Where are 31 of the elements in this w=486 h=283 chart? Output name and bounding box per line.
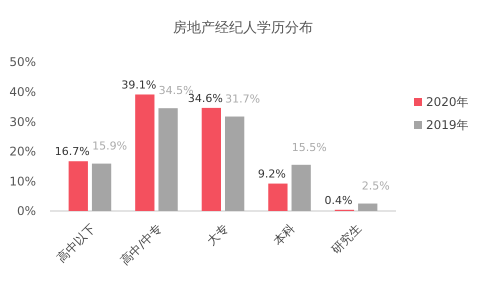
bar bbox=[358, 204, 378, 211]
chart-title: 房地产经纪人学历分布 bbox=[173, 20, 313, 36]
data-label: 39.1% bbox=[121, 78, 156, 92]
bar bbox=[268, 184, 288, 211]
bar bbox=[68, 161, 88, 211]
y-tick-label: 50% bbox=[9, 55, 36, 70]
legend-label: 2019年 bbox=[426, 118, 469, 132]
data-label: 15.5% bbox=[292, 140, 327, 154]
y-tick-label: 10% bbox=[9, 174, 36, 188]
x-tick-label: 大专 bbox=[204, 221, 232, 248]
y-tick-label: 30% bbox=[9, 114, 36, 129]
data-label: 0.4% bbox=[324, 194, 352, 207]
x-tick-label: 本科 bbox=[270, 221, 298, 248]
bar bbox=[292, 164, 311, 211]
x-tick-label: 高中以下 bbox=[54, 221, 98, 265]
x-tick-label: 高中/中专 bbox=[118, 221, 165, 268]
data-label: 31.7% bbox=[225, 92, 260, 106]
y-tick-label: 40% bbox=[9, 85, 36, 99]
y-tick-label: 20% bbox=[9, 144, 36, 159]
bar bbox=[158, 108, 178, 211]
x-tick-label: 研究生 bbox=[328, 221, 364, 257]
bar bbox=[225, 116, 244, 211]
bar bbox=[135, 94, 154, 211]
data-label: 16.7% bbox=[54, 145, 90, 158]
y-tick-label: 0% bbox=[16, 204, 36, 218]
legend-label: 2020年 bbox=[426, 95, 469, 110]
data-label: 15.9% bbox=[92, 140, 128, 153]
bar bbox=[92, 164, 112, 211]
bar bbox=[202, 108, 221, 211]
data-label: 2.5% bbox=[362, 180, 390, 193]
data-label: 9.2% bbox=[258, 168, 286, 181]
